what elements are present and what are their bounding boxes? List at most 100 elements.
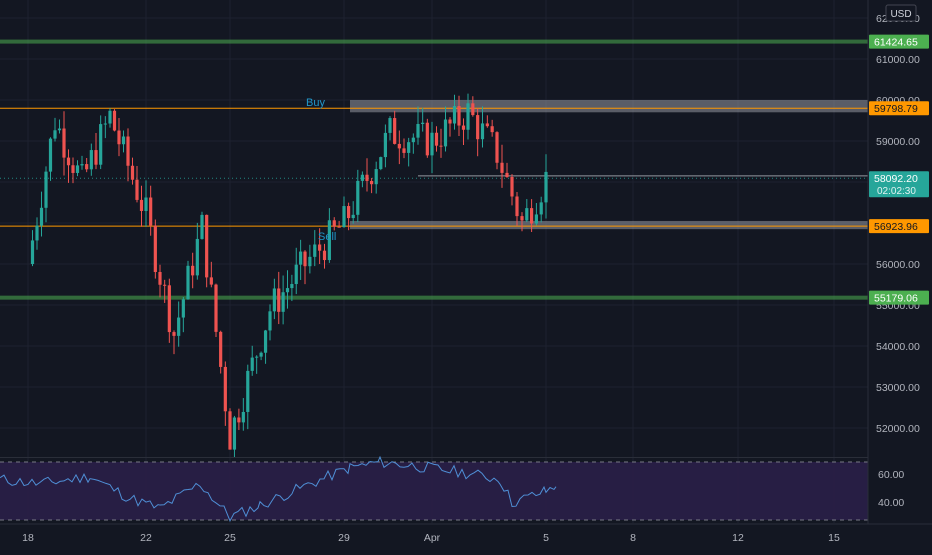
candle-body	[214, 284, 218, 332]
candle-body	[327, 220, 331, 261]
candle-body	[130, 165, 135, 180]
candle-body	[466, 103, 470, 130]
candle-body	[103, 123, 107, 125]
candle-body	[30, 240, 35, 264]
candle-body	[299, 251, 303, 265]
candle-body	[318, 244, 322, 251]
time-tick-label: 8	[630, 532, 636, 544]
currency-label: USD	[890, 9, 911, 20]
time-tick-label: Apr	[424, 532, 441, 544]
candle-body	[313, 244, 317, 257]
candle-body	[85, 164, 89, 170]
currency-button[interactable]: USD	[885, 4, 917, 22]
time-tick-label: 18	[22, 532, 34, 544]
time-tick-label: 25	[224, 532, 236, 544]
level-tag	[869, 290, 929, 305]
candle-body	[277, 288, 281, 312]
candle-body	[209, 277, 213, 285]
candle-body	[356, 180, 360, 215]
candle-body	[303, 251, 307, 267]
candle-body	[416, 123, 420, 138]
candle-body	[495, 132, 499, 163]
candle-body	[172, 332, 176, 336]
candle-body	[402, 148, 406, 153]
candle-body	[457, 106, 461, 126]
candle-body	[272, 288, 276, 312]
level-zone	[0, 39, 868, 44]
candle-body	[99, 124, 103, 165]
candle-body	[374, 169, 378, 185]
candle-body	[443, 119, 448, 147]
level-tag-label: 56923.96	[874, 221, 918, 233]
candle-body	[139, 199, 144, 211]
price-tick-label: 56000.00	[876, 259, 920, 271]
candle-body	[167, 285, 171, 333]
rsi-band	[0, 462, 868, 520]
candle-body	[480, 123, 485, 140]
candle-body	[539, 202, 543, 215]
rsi-line	[0, 455, 557, 523]
candle-body	[177, 317, 181, 336]
candle-body	[347, 206, 351, 219]
rsi-tick-label: 60.00	[878, 469, 904, 481]
time-axis[interactable]: 18 22 25 29 Apr 5 8 12 15	[0, 523, 932, 550]
candle-body	[200, 214, 204, 239]
candle-body	[360, 174, 364, 181]
candle-body	[281, 292, 285, 312]
candle-body	[237, 417, 241, 423]
candle-body	[430, 132, 434, 156]
candle-body	[94, 150, 98, 165]
price-axis[interactable]: 52000.0053000.0054000.0055000.0056000.00…	[867, 0, 932, 550]
level-tag	[869, 101, 929, 116]
candle-body	[308, 256, 312, 267]
candle-body	[397, 143, 401, 149]
candle-body	[379, 157, 383, 170]
candle-body	[485, 123, 489, 127]
candle-body	[112, 110, 117, 131]
countdown-label: 02:02:30	[877, 186, 916, 197]
rsi-tick-label: 40.00	[878, 497, 904, 509]
price-tick-label: 54000.00	[876, 341, 920, 353]
candle-body	[471, 103, 475, 116]
candle-body	[71, 165, 75, 173]
candle-body	[121, 136, 126, 145]
price-tick-label: 59000.00	[876, 136, 920, 148]
candle-body	[525, 208, 529, 221]
candle-body	[57, 128, 62, 131]
candle-body	[44, 171, 48, 208]
candle-body	[337, 226, 341, 228]
buy-zone	[350, 100, 868, 113]
candlestick-series	[30, 93, 548, 458]
candle-body	[62, 128, 66, 158]
time-tick-label: 15	[828, 532, 840, 544]
candle-body	[294, 264, 298, 285]
rsi-pane	[0, 455, 932, 523]
candle-body	[163, 284, 167, 286]
horizontal-levels	[0, 39, 868, 300]
time-axis-bg	[0, 524, 932, 550]
candle-body	[383, 132, 387, 158]
candle-body	[246, 370, 250, 412]
candle-body	[205, 214, 209, 278]
candle-body	[351, 214, 355, 219]
candle-body	[241, 411, 245, 423]
candle-body	[365, 174, 369, 181]
candle-body	[153, 225, 157, 272]
candle-body	[411, 137, 415, 143]
candle-body	[158, 271, 162, 285]
candle-body	[332, 220, 336, 227]
candle-body	[255, 356, 259, 358]
level-tag-label: 61424.65	[874, 37, 918, 49]
time-tick-label: 29	[338, 532, 350, 544]
level-tag-label: 59798.79	[874, 103, 918, 115]
candle-body	[232, 417, 237, 450]
candle-body	[149, 197, 153, 226]
candle-body	[144, 197, 148, 211]
candle-body	[263, 330, 268, 353]
candle-body	[322, 250, 327, 261]
last-price-label: 58092.20	[874, 173, 918, 185]
candle-body	[75, 165, 80, 173]
candle-body	[126, 136, 130, 166]
